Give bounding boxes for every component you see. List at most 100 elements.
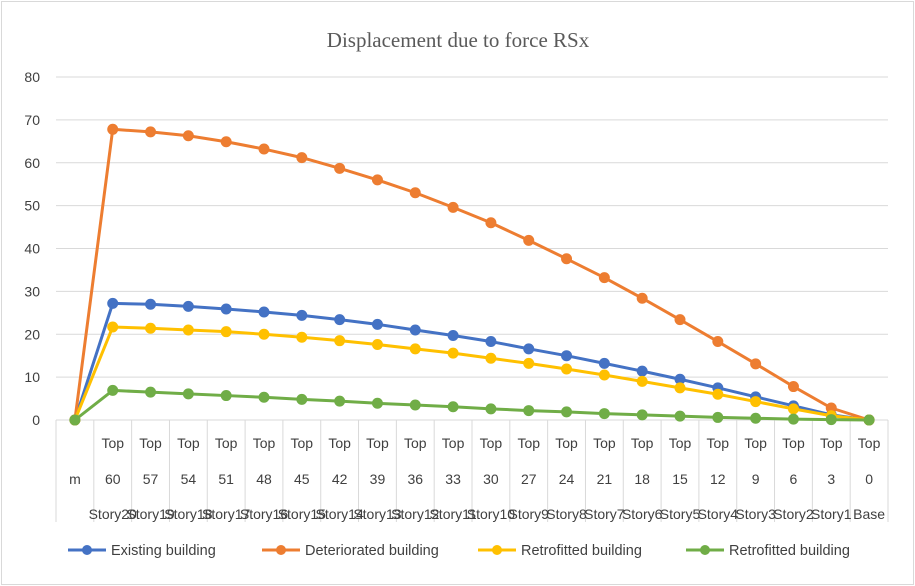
data-point	[485, 217, 497, 229]
data-point	[447, 347, 459, 359]
x-category-label-height: 9	[752, 471, 760, 487]
data-point	[825, 414, 837, 426]
y-tick-label: 0	[32, 412, 40, 428]
x-category-label-top: Top	[139, 435, 162, 451]
data-point	[182, 300, 194, 312]
data-point	[523, 405, 535, 417]
data-point	[787, 403, 799, 415]
x-category-label-story: Story18	[164, 506, 212, 522]
x-category-label-height: 30	[483, 471, 499, 487]
x-category-label-story: Story15	[278, 506, 326, 522]
data-point	[69, 414, 81, 426]
x-category-label-top: Top	[593, 435, 616, 451]
data-point	[409, 324, 421, 336]
series-line	[73, 325, 870, 422]
x-category-label-height: m	[69, 471, 81, 487]
x-category-label-height: 21	[597, 471, 613, 487]
data-point	[182, 324, 194, 336]
data-point	[712, 388, 724, 400]
x-category-label-top: Top	[480, 435, 503, 451]
x-category-label-height: 36	[407, 471, 423, 487]
data-point	[220, 136, 232, 148]
data-point	[561, 406, 573, 418]
data-point	[561, 363, 573, 375]
data-point	[485, 352, 497, 364]
data-point	[220, 303, 232, 315]
x-category-label-story: Story3	[735, 506, 776, 522]
legend-swatch-marker	[82, 545, 92, 555]
x-category-label-height: 42	[332, 471, 348, 487]
y-tick-label: 10	[24, 369, 40, 385]
data-point	[145, 386, 157, 398]
x-category-label-story: Story1	[811, 506, 852, 522]
x-category-label-height: 33	[445, 471, 461, 487]
x-category-label-top: Top	[631, 435, 654, 451]
x-category-label-top: Top	[555, 435, 578, 451]
x-category-label-story: Story19	[126, 506, 174, 522]
data-point	[598, 357, 610, 369]
x-category-label-story: Story16	[240, 506, 288, 522]
x-category-label-top: Top	[366, 435, 389, 451]
data-point	[371, 397, 383, 409]
data-point	[334, 314, 346, 326]
x-category-label-height: 15	[672, 471, 688, 487]
x-category-label-height: 12	[710, 471, 726, 487]
x-category-label-story: Story13	[353, 506, 401, 522]
y-tick-label: 50	[24, 198, 40, 214]
x-category-label-top: Top	[782, 435, 805, 451]
data-point	[636, 409, 648, 421]
legend-label: Retrofitted building	[729, 543, 850, 559]
x-category-label-top: Top	[215, 435, 238, 451]
data-point	[296, 393, 308, 405]
x-category-label-story: Story6	[622, 506, 663, 522]
data-point	[258, 306, 270, 318]
data-point	[598, 408, 610, 420]
data-point	[258, 328, 270, 340]
data-point	[296, 309, 308, 321]
x-category-label-top: Top	[291, 435, 314, 451]
x-category-label-story: Story14	[316, 506, 364, 522]
data-point	[712, 336, 724, 348]
x-category-label-top: Top	[404, 435, 427, 451]
x-category-label-height: 39	[370, 471, 386, 487]
x-category-label-height: 48	[256, 471, 272, 487]
data-point	[334, 162, 346, 174]
x-category-label-top: Top	[820, 435, 843, 451]
data-point	[561, 253, 573, 265]
data-point	[182, 388, 194, 400]
data-point	[371, 174, 383, 186]
x-category-label-height: 57	[143, 471, 159, 487]
data-point	[107, 123, 119, 135]
series-line	[73, 301, 870, 422]
chart-title: Displacement due to force RSx	[327, 28, 590, 52]
data-point	[787, 381, 799, 393]
x-category-label-top: Top	[517, 435, 540, 451]
y-tick-label: 40	[24, 241, 40, 257]
x-category-label-height: 18	[634, 471, 650, 487]
y-axis-ticks: 0 10 20 30 40 50 60 70 80	[24, 69, 40, 428]
data-point	[636, 375, 648, 387]
y-tick-label: 60	[24, 155, 40, 171]
data-point	[220, 390, 232, 402]
data-point	[485, 336, 497, 348]
data-point	[107, 297, 119, 309]
data-point	[447, 201, 459, 213]
data-point	[371, 318, 383, 330]
x-category-label-top: Top	[177, 435, 200, 451]
x-category-label-story: Story7	[584, 506, 625, 522]
x-category-label-story: Story8	[546, 506, 587, 522]
data-point	[447, 330, 459, 342]
data-point	[712, 411, 724, 423]
legend: Existing building Deteriorated building Re…	[68, 543, 850, 559]
x-category-label-story: Base	[853, 506, 885, 522]
data-point	[371, 339, 383, 351]
data-point	[636, 365, 648, 377]
data-point	[145, 322, 157, 334]
x-category-label-top: Top	[858, 435, 881, 451]
data-point	[674, 382, 686, 394]
data-point	[750, 358, 762, 370]
data-point	[334, 395, 346, 407]
data-point	[561, 350, 573, 362]
data-point	[107, 384, 119, 396]
data-point	[409, 399, 421, 411]
